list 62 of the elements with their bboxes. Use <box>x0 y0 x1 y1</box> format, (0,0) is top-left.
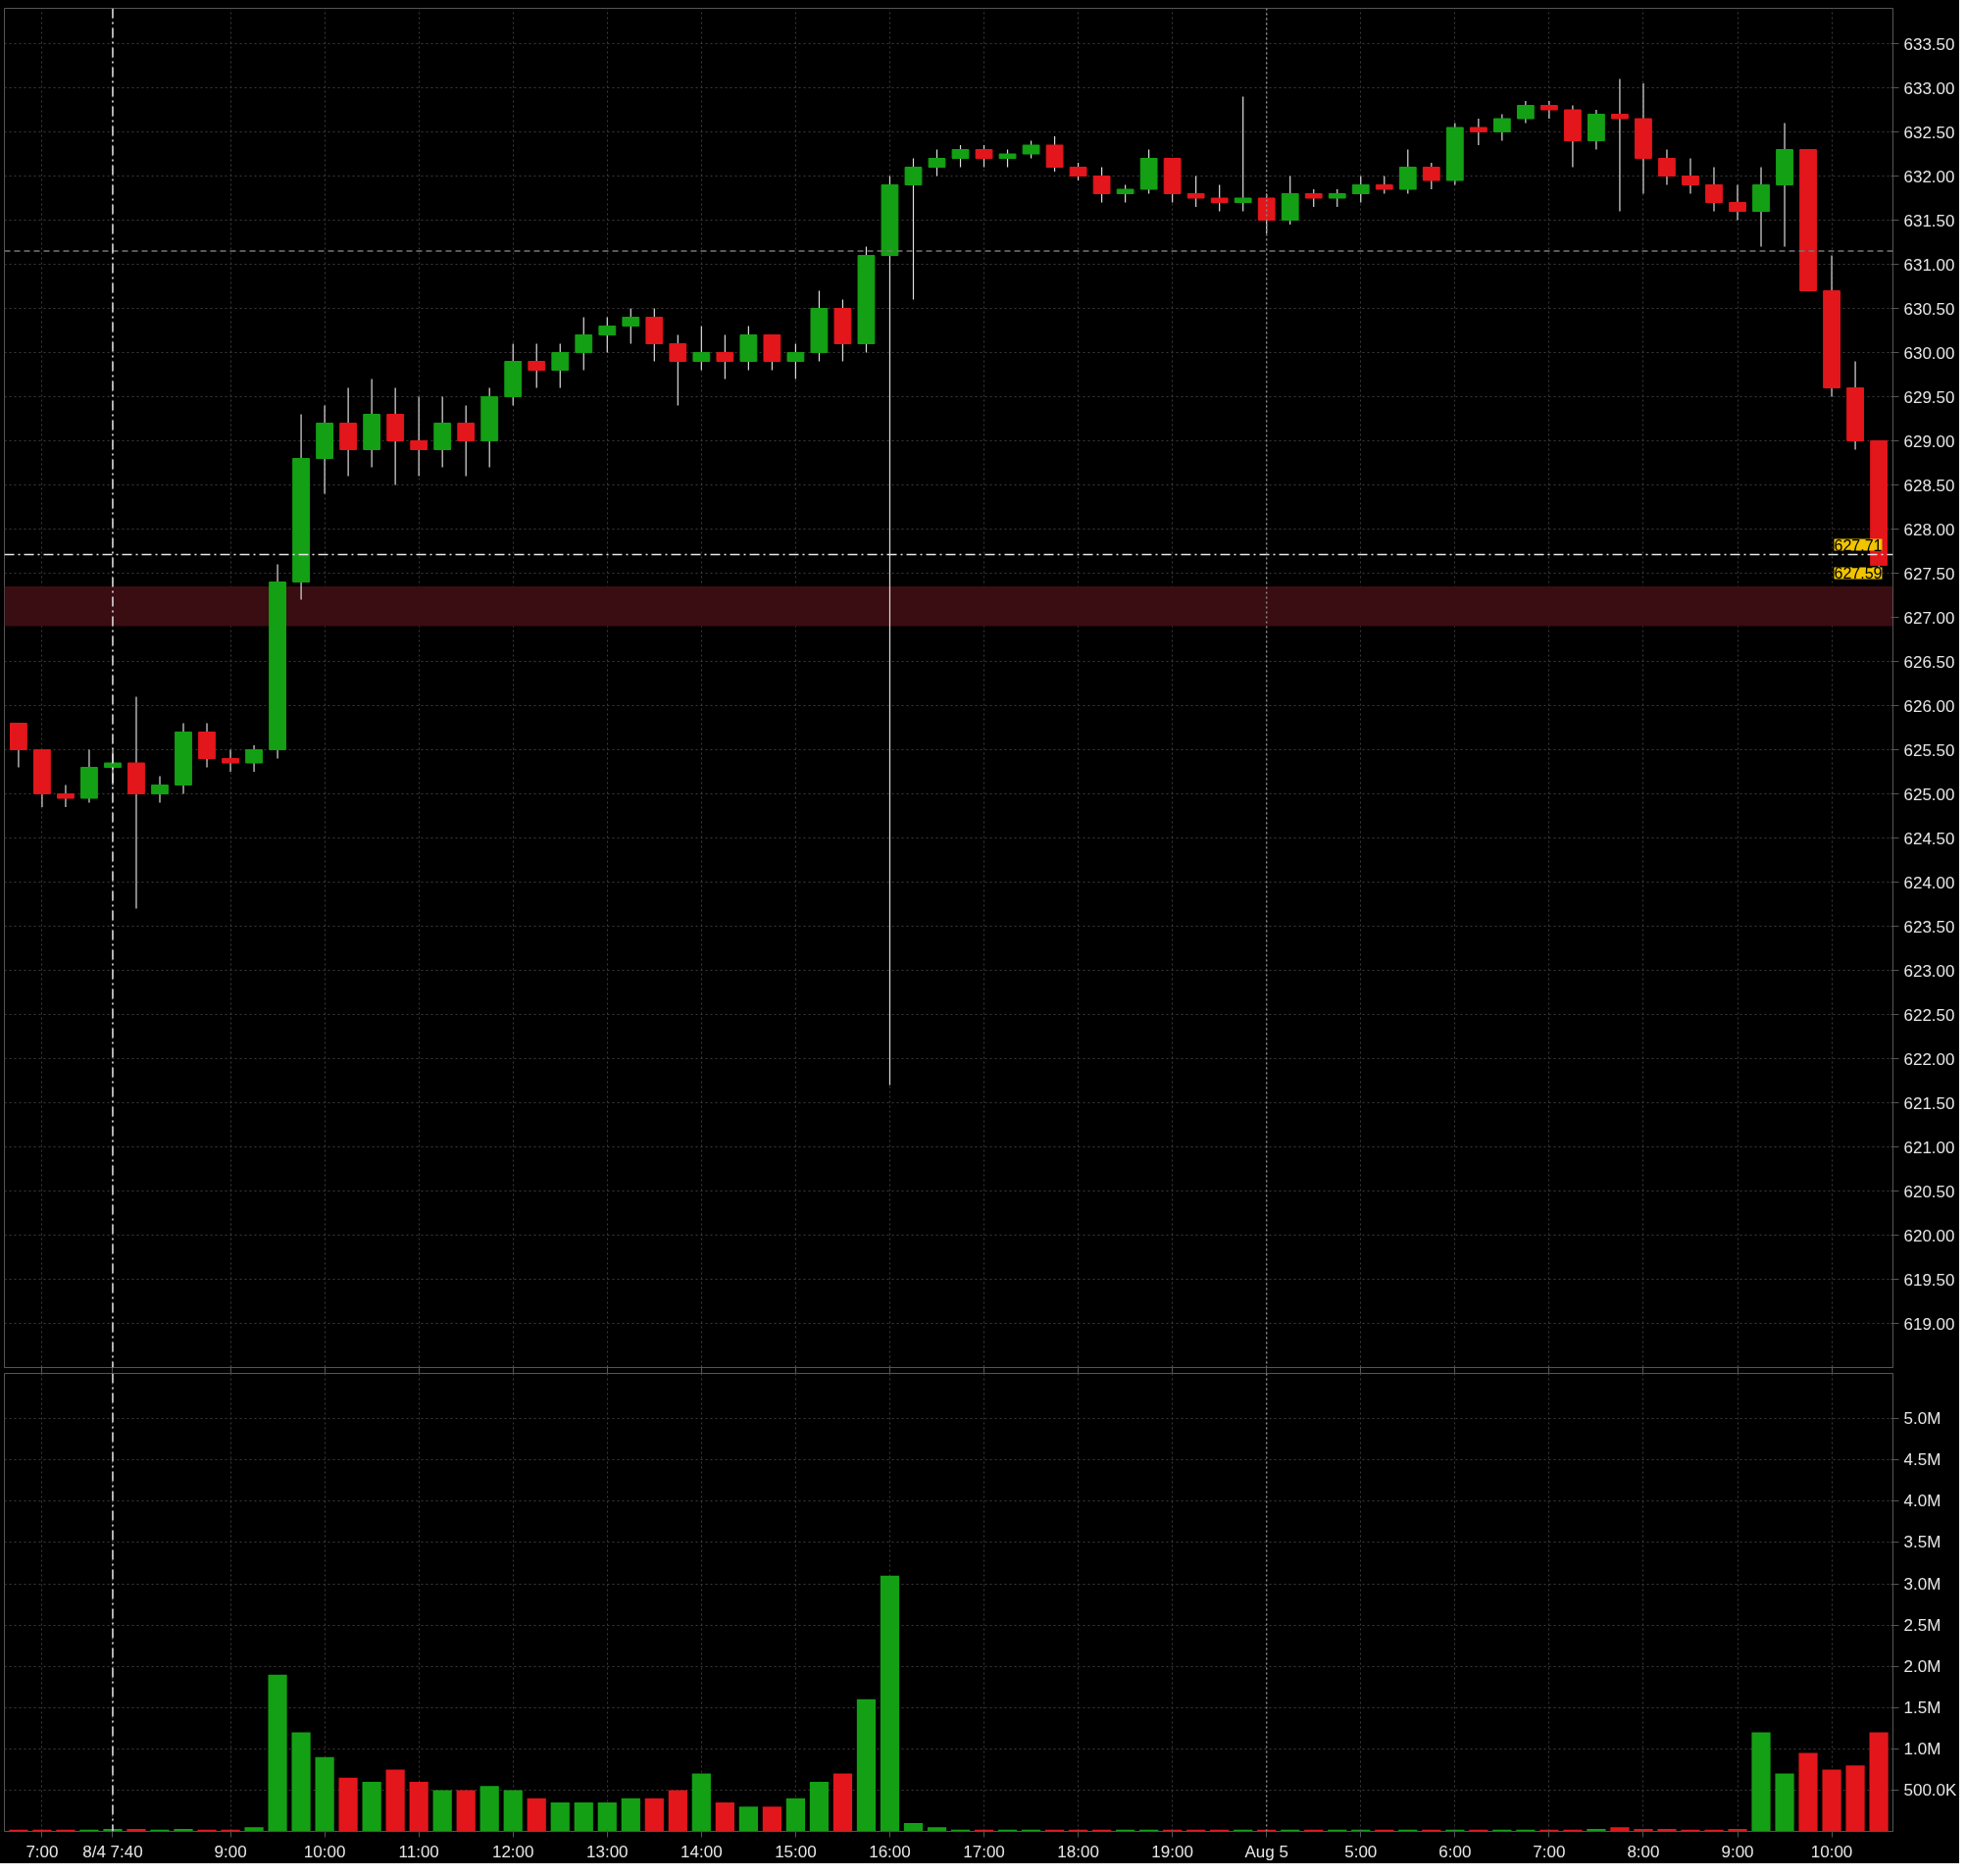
y-tick-label: 3.5M <box>1903 1533 1941 1552</box>
y-tick-label: 500.0K <box>1903 1780 1958 1800</box>
x-tick-label: 7:00 <box>1533 1842 1566 1861</box>
y-tick-label: 629.00 <box>1903 431 1955 451</box>
y-tick-label: 623.50 <box>1903 917 1955 937</box>
y-tick-label: 4.0M <box>1903 1492 1941 1511</box>
ref-line-label: 627.71 <box>1834 536 1883 554</box>
x-tick-label: 16:00 <box>869 1842 911 1861</box>
y-tick-label: 627.50 <box>1903 564 1955 583</box>
y-tick-label: 624.00 <box>1903 873 1955 892</box>
annotation: 627.59 <box>1834 565 1883 583</box>
x-tick-label: 10:00 <box>303 1842 346 1861</box>
y-tick-label: 629.50 <box>1903 387 1955 407</box>
y-tick-label: 631.50 <box>1903 211 1955 230</box>
y-tick-label: 620.50 <box>1903 1182 1955 1201</box>
y-tick-label: 630.50 <box>1903 299 1955 319</box>
y-tick-label: 5.0M <box>1903 1409 1941 1429</box>
y-tick-label: 620.00 <box>1903 1226 1955 1245</box>
y-tick-label: 1.5M <box>1903 1698 1941 1717</box>
x-tick-label: 8/4 7:40 <box>82 1842 143 1861</box>
x-tick-label: 14:00 <box>681 1842 723 1861</box>
x-tick-label: 19:00 <box>1151 1842 1193 1861</box>
y-tick-label: 632.00 <box>1903 167 1955 186</box>
y-tick-label: 619.50 <box>1903 1270 1955 1290</box>
y-tick-label: 3.0M <box>1903 1574 1941 1594</box>
y-tick-label: 622.00 <box>1903 1049 1955 1069</box>
y-tick-label: 2.0M <box>1903 1656 1941 1676</box>
y-tick-label: 628.00 <box>1903 520 1955 539</box>
x-tick-label: 18:00 <box>1057 1842 1099 1861</box>
y-tick-label: 633.50 <box>1903 34 1955 54</box>
y-tick-label: 625.50 <box>1903 740 1955 760</box>
x-tick-label: 9:00 <box>214 1842 247 1861</box>
y-tick-label: 626.50 <box>1903 652 1955 672</box>
y-tick-label: 627.00 <box>1903 608 1955 628</box>
x-tick-label: 12:00 <box>491 1842 534 1861</box>
x-tick-label: Aug 5 <box>1244 1842 1288 1861</box>
y-tick-label: 631.00 <box>1903 255 1955 275</box>
y-tick-label: 626.00 <box>1903 696 1955 716</box>
y-tick-label: 632.50 <box>1903 123 1955 142</box>
y-tick-label: 621.50 <box>1903 1093 1955 1113</box>
y-tick-label: 621.00 <box>1903 1138 1955 1157</box>
x-tick-label: 15:00 <box>775 1842 817 1861</box>
x-tick-label: 8:00 <box>1627 1842 1660 1861</box>
y-tick-label: 4.5M <box>1903 1450 1941 1470</box>
x-tick-label: 9:00 <box>1721 1842 1754 1861</box>
y-tick-label: 624.50 <box>1903 829 1955 848</box>
y-tick-label: 619.00 <box>1903 1314 1955 1334</box>
x-tick-label: 11:00 <box>398 1842 439 1861</box>
y-tick-label: 625.00 <box>1903 785 1955 804</box>
y-tick-label: 622.50 <box>1903 1005 1955 1025</box>
y-tick-label: 633.00 <box>1903 78 1955 98</box>
y-tick-label: 2.5M <box>1903 1615 1941 1635</box>
y-tick-label: 1.0M <box>1903 1739 1941 1758</box>
x-tick-label: 5:00 <box>1344 1842 1378 1861</box>
x-tick-label: 6:00 <box>1438 1842 1472 1861</box>
x-tick-label: 17:00 <box>963 1842 1005 1861</box>
y-tick-label: 623.00 <box>1903 961 1955 981</box>
y-tick-label: 628.50 <box>1903 476 1955 495</box>
y-tick-label: 630.00 <box>1903 343 1955 363</box>
x-tick-label: 10:00 <box>1810 1842 1853 1861</box>
x-tick-label: 7:00 <box>25 1842 59 1861</box>
x-tick-label: 13:00 <box>586 1842 629 1861</box>
